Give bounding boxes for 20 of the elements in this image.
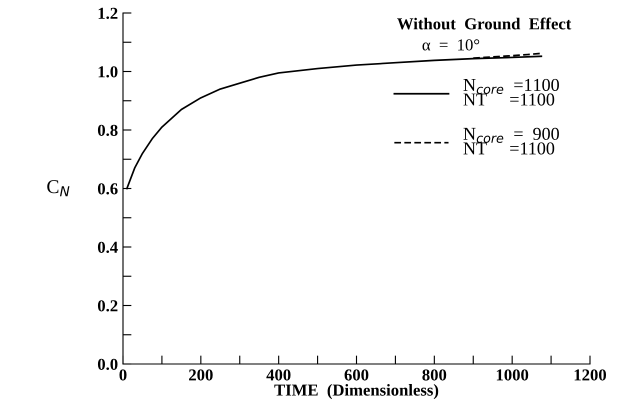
y-tick-label: 1.2 [98,8,118,20]
y-tick-label: 0.0 [98,358,118,370]
y-tick-label: 0.2 [98,300,118,312]
legend-label: N$_{core}$ = 900 NT =1100 [463,128,559,155]
x-tick-label: 200 [189,369,213,381]
x-tick-label: 1000 [496,369,528,381]
y-tick-label: 1.0 [98,66,118,78]
x-tick-label: 1200 [574,369,606,381]
y-tick-label: 0.4 [98,242,118,254]
x-tick-label: 800 [422,369,446,381]
x-tick-label: 600 [344,369,368,381]
y-axis-title: C$_{N}$ [47,180,70,196]
y-tick-label: 0.6 [98,183,118,195]
x-tick-label: 0 [119,369,127,381]
x-tick-label: 400 [266,369,291,381]
legend-label: N$_{core}$ =1100 NT =1100 [463,78,559,106]
x-axis-title: TIME (Dimensionless) [274,384,438,400]
annotation: Without Ground Effect [397,18,572,30]
annotation: α = 10° [422,39,480,51]
y-tick-label: 0.8 [98,124,118,136]
